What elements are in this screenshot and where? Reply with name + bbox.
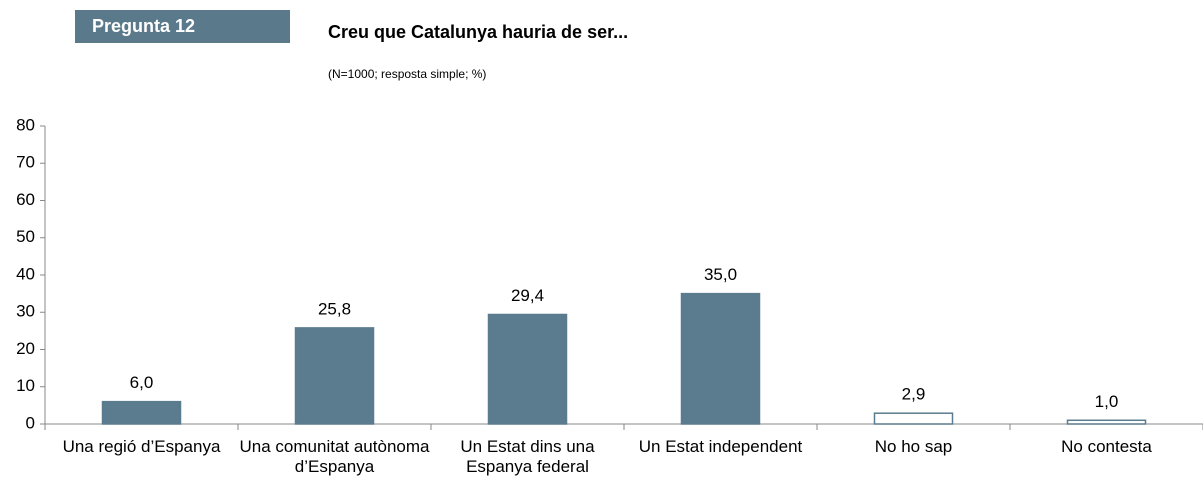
bar — [873, 412, 954, 425]
value-label: 29,4 — [511, 286, 544, 305]
chart-subtitle: (N=1000; resposta simple; %) — [328, 67, 486, 81]
y-tick-label: 20 — [16, 339, 35, 358]
bar — [1066, 419, 1147, 425]
bar — [294, 327, 375, 425]
x-tick-label: Un Estat dins una Espanya federal — [460, 437, 595, 476]
question-label: Pregunta 12 — [92, 16, 195, 36]
value-label: 25,8 — [318, 299, 351, 318]
bar — [487, 313, 568, 425]
bar — [680, 292, 761, 425]
question-box — [75, 10, 290, 43]
y-tick-label: 10 — [16, 376, 35, 395]
x-tick-label: Una comunitat autònoma d’Espanya — [239, 437, 430, 476]
y-tick-label: 0 — [26, 413, 35, 432]
y-tick-label: 30 — [16, 302, 35, 321]
x-tick-label: No ho sap — [874, 437, 953, 456]
x-tick-label: No contesta — [1061, 437, 1152, 456]
bar — [101, 400, 182, 425]
x-tick-label: Una regió d’Espanya — [62, 437, 221, 456]
value-label: 35,0 — [704, 265, 737, 284]
value-label: 2,9 — [902, 385, 926, 404]
y-tick-label: 70 — [16, 153, 35, 172]
x-tick-label: Un Estat independent — [638, 437, 803, 456]
value-label: 6,0 — [130, 373, 154, 392]
y-tick-label: 60 — [16, 190, 35, 209]
y-tick-label: 40 — [16, 264, 35, 283]
y-tick-label: 80 — [16, 115, 35, 134]
chart-title: Creu que Catalunya hauria de ser... — [328, 22, 628, 42]
value-label: 1,0 — [1095, 392, 1119, 411]
y-tick-label: 50 — [16, 227, 35, 246]
